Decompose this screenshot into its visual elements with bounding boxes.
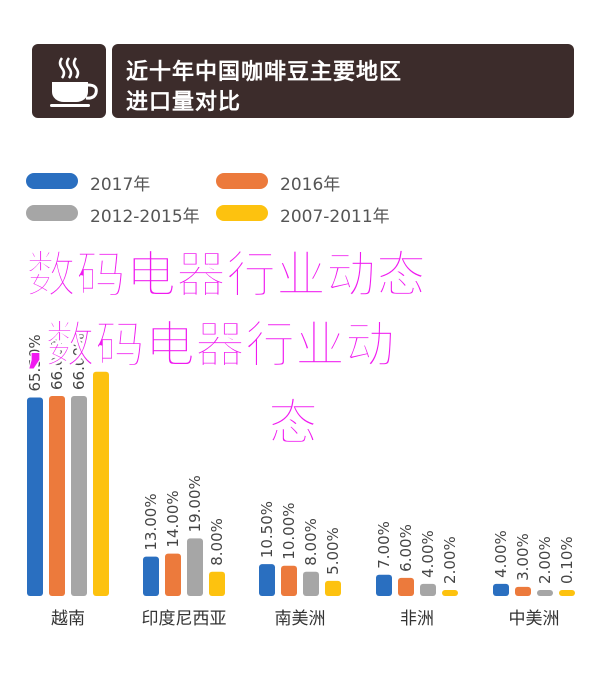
bar — [398, 577, 414, 596]
overlay-text-line1: 数码电器行业动态 — [26, 246, 427, 304]
category-label: 非洲 — [400, 609, 434, 629]
data-label: 4.00% — [419, 530, 437, 578]
bar — [515, 586, 531, 596]
data-label: 0.10% — [558, 536, 576, 584]
data-label: 4.00% — [492, 530, 510, 578]
bar — [281, 565, 297, 596]
data-label: 8.00% — [302, 518, 320, 566]
coffee-cup-icon — [50, 57, 98, 107]
bar — [303, 571, 319, 596]
header-icon-box — [32, 44, 106, 118]
data-label: 3.00% — [514, 533, 532, 581]
bar — [420, 583, 436, 596]
bar — [259, 564, 275, 596]
bar — [93, 371, 109, 596]
legend-label: 2007-2011年 — [280, 207, 390, 227]
bar — [493, 583, 509, 596]
data-label: 6.00% — [397, 524, 415, 572]
data-label: 5.00% — [324, 527, 342, 575]
legend-swatch — [216, 205, 268, 221]
legend-label: 2016年 — [280, 175, 341, 195]
legend-swatch — [216, 173, 268, 189]
bar — [27, 397, 43, 596]
legend-label: 2012-2015年 — [90, 207, 200, 227]
data-label: 13.00% — [142, 493, 160, 550]
bar — [442, 589, 458, 596]
bar — [71, 396, 87, 596]
data-label: 10.50% — [258, 501, 276, 558]
category-label: 中美洲 — [509, 609, 560, 629]
bar — [209, 571, 225, 596]
overlay-text-line2: ,数码电器行业动 — [26, 316, 396, 374]
data-label: 66.00% — [48, 333, 66, 390]
category-label: 南美洲 — [275, 609, 326, 629]
data-label: 2.00% — [441, 536, 459, 584]
category-label: 印度尼西亚 — [142, 609, 227, 629]
data-label: 8.00% — [208, 518, 226, 566]
category-label: 越南 — [51, 609, 85, 629]
data-label: 2.00% — [536, 536, 554, 584]
legend-swatch — [26, 205, 78, 221]
data-label: 19.00% — [186, 475, 204, 532]
bar — [165, 553, 181, 596]
chart-header: 近十年中国咖啡豆主要地区 进口量对比 — [32, 44, 574, 118]
legend-swatch — [26, 173, 78, 189]
data-label: 10.00% — [280, 502, 298, 559]
data-label: 65.50% — [26, 334, 44, 391]
bar — [143, 556, 159, 596]
data-label: 7.00% — [375, 521, 393, 569]
chart-title-line1: 近十年中国咖啡豆主要地区 — [126, 60, 403, 85]
header-title-box: 近十年中国咖啡豆主要地区 进口量对比 — [112, 44, 574, 118]
bar — [49, 396, 65, 596]
legend-label: 2017年 — [90, 175, 151, 195]
chart-title-line2: 进口量对比 — [126, 90, 242, 115]
bar — [325, 580, 341, 596]
bar — [187, 538, 203, 596]
bar — [376, 574, 392, 596]
overlay-text-line3: 态 — [268, 394, 319, 452]
bar — [537, 589, 553, 596]
bar — [559, 590, 575, 596]
data-label: 66.00% — [70, 333, 88, 390]
data-label: 14.00% — [164, 490, 182, 547]
